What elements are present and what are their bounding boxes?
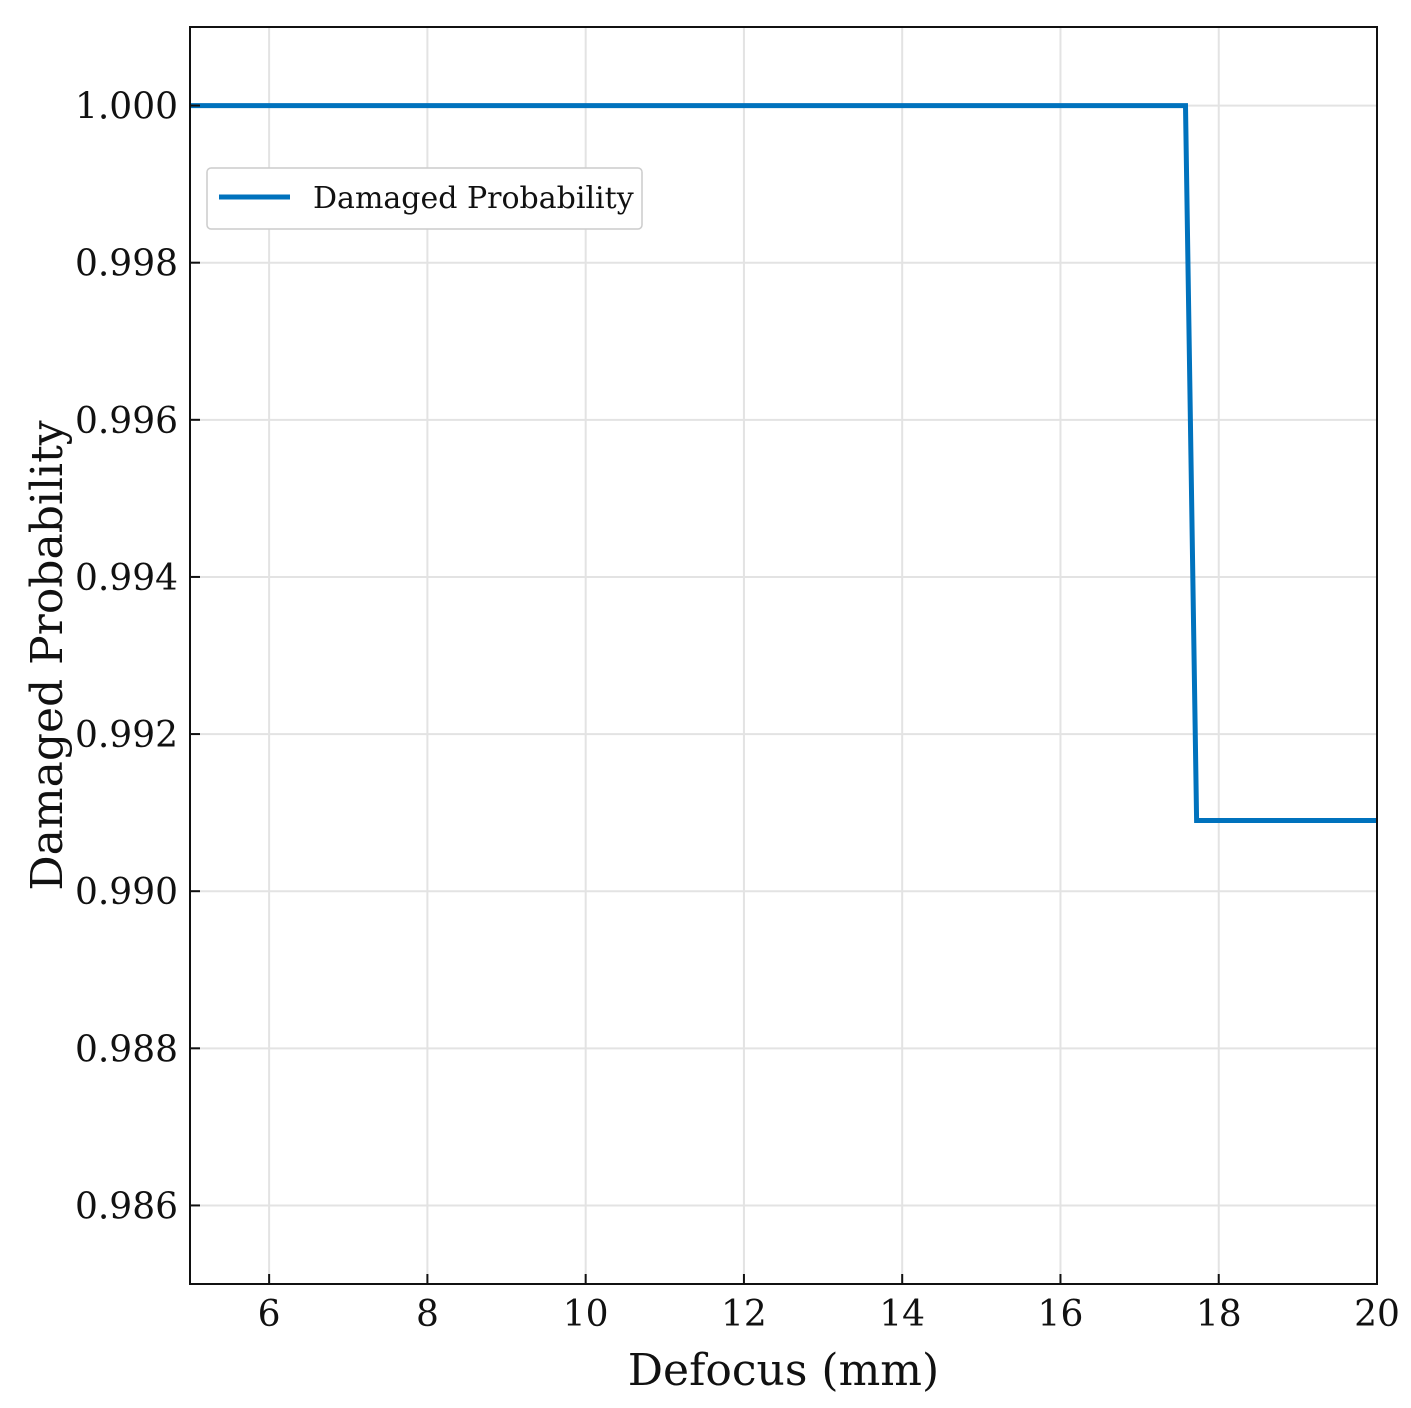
legend-label: Damaged Probability	[313, 181, 634, 216]
y-tick-label: 0.992	[75, 715, 178, 756]
x-tick-label: 6	[258, 1294, 281, 1335]
x-tick-label: 14	[879, 1294, 925, 1335]
x-tick-label: 18	[1196, 1294, 1242, 1335]
y-tick-label: 0.998	[75, 244, 178, 285]
ticks	[190, 104, 1378, 1284]
legend: Damaged Probability	[206, 167, 643, 230]
x-tick-label: 16	[1038, 1294, 1084, 1335]
x-axis-label: Defocus (mm)	[628, 1345, 939, 1396]
x-tick-label: 12	[721, 1294, 767, 1335]
y-tick-label: 0.994	[75, 558, 178, 599]
y-tick-label: 0.988	[75, 1029, 178, 1070]
y-axis-label: Damaged Probability	[22, 420, 73, 890]
y-tick-label: 1.000	[75, 87, 178, 128]
legend-box	[206, 167, 643, 230]
x-tick-label: 8	[416, 1294, 439, 1335]
plot-frame	[189, 26, 1378, 1285]
y-tick-label: 0.986	[75, 1186, 178, 1227]
series-line	[190, 103, 1377, 823]
series-layer	[190, 103, 1377, 823]
y-tick-label: 0.990	[75, 872, 178, 913]
x-tick-label: 20	[1354, 1294, 1400, 1335]
y-tick-labels: 0.986 0.988 0.990 0.992 0.994 0.996 0.998 1.000	[75, 87, 178, 1228]
y-tick-label: 0.996	[75, 401, 178, 442]
x-tick-label: 10	[563, 1294, 609, 1335]
x-tick-labels: 6 8 10 12 14 16 18 20	[258, 1294, 1400, 1335]
